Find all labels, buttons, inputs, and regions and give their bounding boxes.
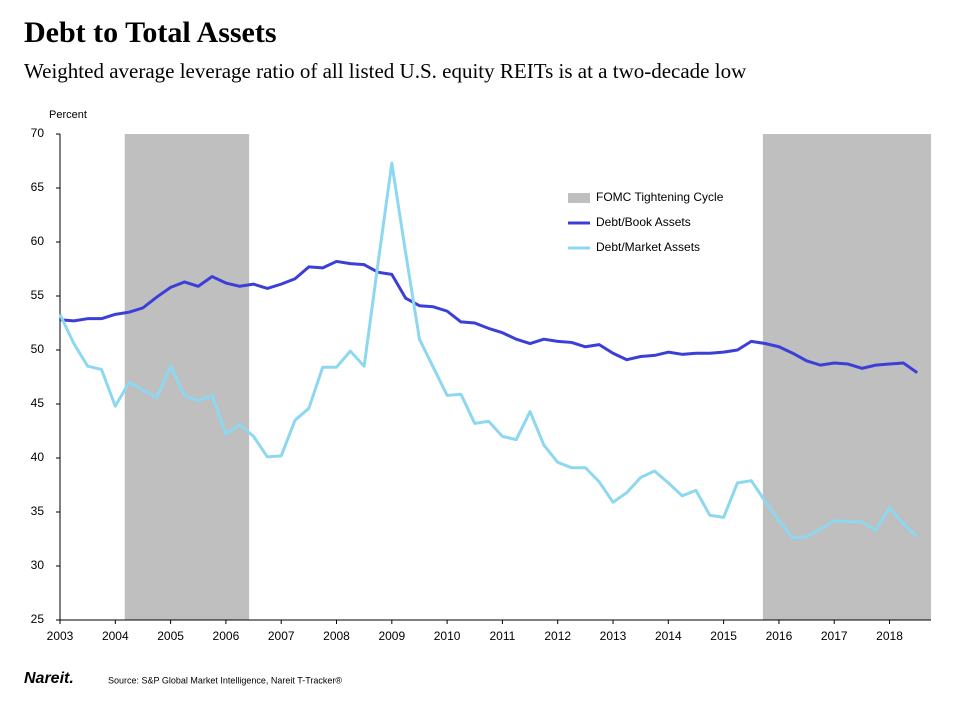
x-tick-label: 2011 <box>490 629 516 643</box>
x-tick-label: 2016 <box>766 629 793 643</box>
x-tick-label: 2015 <box>710 629 737 643</box>
x-tick-label: 2017 <box>821 629 848 643</box>
logo: Nareit. <box>24 670 74 687</box>
y-tick-label: 35 <box>31 504 45 518</box>
series-line <box>58 161 919 540</box>
y-tick-label: 30 <box>31 558 45 572</box>
y-tick-label: 70 <box>31 126 45 140</box>
x-tick-label: 2006 <box>213 629 240 643</box>
x-tick-label: 2005 <box>157 629 184 643</box>
y-tick-label: 65 <box>31 180 45 194</box>
y-tick-label: 55 <box>31 288 45 302</box>
x-tick-label: 2004 <box>102 629 129 643</box>
x-tick-label: 2018 <box>876 629 903 643</box>
y-tick-label: 50 <box>31 342 45 356</box>
y-tick-label: 25 <box>31 612 45 626</box>
x-tick-label: 2010 <box>434 629 461 643</box>
x-tick-label: 2007 <box>268 629 295 643</box>
y-tick-label: 40 <box>31 450 45 464</box>
source: Source: S&P Global Market Intelligence, … <box>108 675 342 685</box>
shaded-period <box>762 134 931 620</box>
x-tick-label: 2014 <box>655 629 682 643</box>
series-line <box>59 259 919 374</box>
legend-label: Debt/Book Assets <box>596 215 691 229</box>
x-tick-label: 2003 <box>47 629 74 643</box>
y-axis-label: Percent <box>49 109 87 121</box>
shaded-period <box>124 134 250 620</box>
legend-label: FOMC Tightening Cycle <box>596 190 724 204</box>
legend-label: Debt/Market Assets <box>596 240 700 254</box>
x-tick-label: 2013 <box>600 629 627 643</box>
x-tick-label: 2012 <box>544 629 571 643</box>
y-tick-label: 60 <box>31 234 45 248</box>
x-tick-label: 2009 <box>378 629 405 643</box>
legend-swatch <box>568 193 590 203</box>
y-tick-label: 45 <box>31 396 45 410</box>
chart-subtitle: Weighted average leverage ratio of all l… <box>24 59 747 83</box>
chart-title: Debt to Total Assets <box>24 16 277 49</box>
x-tick-label: 2008 <box>323 629 350 643</box>
